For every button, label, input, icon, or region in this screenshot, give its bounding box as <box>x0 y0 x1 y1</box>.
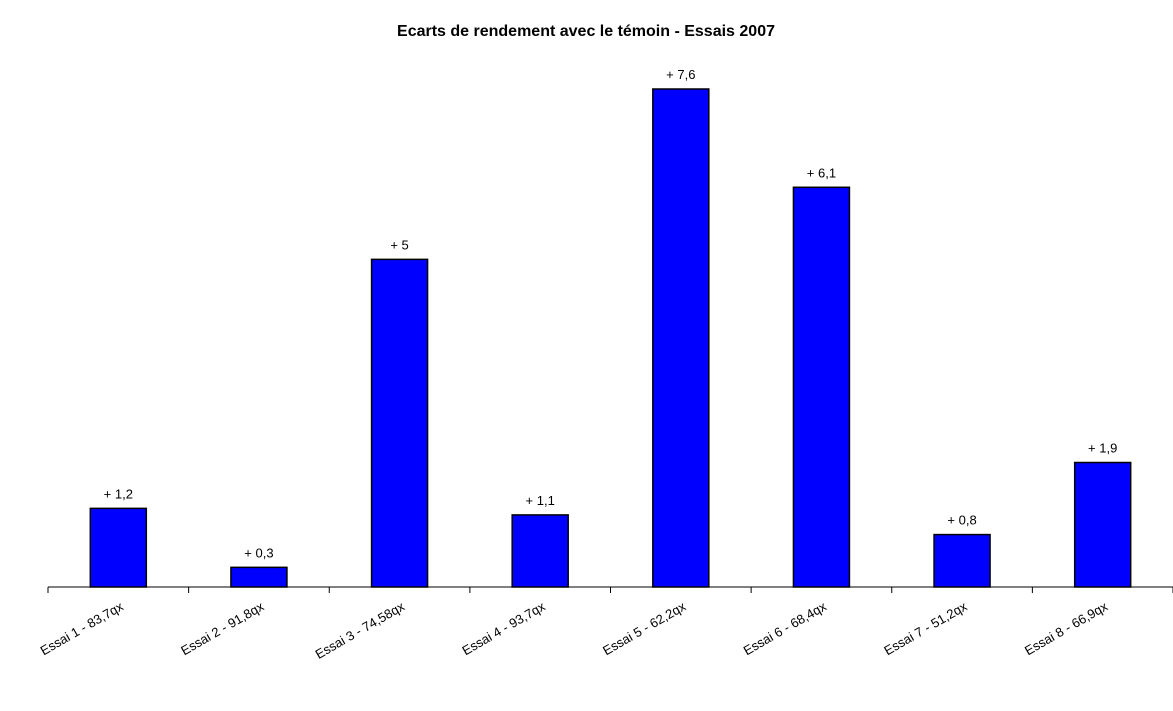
data-label-3: + 5 <box>390 237 408 252</box>
x-tick-label-2: Essai 2 - 91,8qx <box>178 598 267 658</box>
data-label-8: + 1,9 <box>1088 441 1117 456</box>
data-labels-group: + 1,2 + 0,3 + 5 + 1,1 + 7,6 + 6,1 + 0,8 + 1,9 <box>104 67 1118 560</box>
bar-1 <box>89 507 148 588</box>
x-tick-label-4: Essai 4 - 93,7qx <box>459 598 548 658</box>
chart-title: Ecarts de rendement avec le témoin - Ess… <box>397 23 775 40</box>
data-label-6: + 6,1 <box>807 165 836 180</box>
bar-3 <box>370 258 429 588</box>
data-label-5: + 7,6 <box>666 67 695 82</box>
bar-5 <box>652 88 710 588</box>
x-tick-label-6: Essai 6 - 68,4qx <box>741 598 830 658</box>
bar-6 <box>792 186 851 588</box>
bar-8 <box>1073 461 1132 588</box>
x-tick-label-8: Essai 8 - 66,9qx <box>1022 598 1111 658</box>
x-tick-label-3: Essai 3 - 74,58qx <box>313 598 408 661</box>
x-tick-label-5: Essai 5 - 62,2qx <box>600 598 689 658</box>
bar-7 <box>933 533 991 588</box>
bar-4 <box>511 514 569 588</box>
data-label-1: + 1,2 <box>104 486 133 501</box>
x-tick-labels-group: Essai 1 - 83,7qx Essai 2 - 91,8qx Essai 3 … <box>38 598 1111 661</box>
x-tick-label-1: Essai 1 - 83,7qx <box>38 598 127 658</box>
bar-2 <box>230 566 288 588</box>
bars-group <box>89 88 1132 588</box>
x-axis-ticks-group <box>47 587 1173 593</box>
data-label-7: + 0,8 <box>947 513 976 528</box>
x-tick-label-7: Essai 7 - 51,2qx <box>881 598 970 658</box>
data-label-2: + 0,3 <box>244 545 273 560</box>
data-label-4: + 1,1 <box>526 493 555 508</box>
